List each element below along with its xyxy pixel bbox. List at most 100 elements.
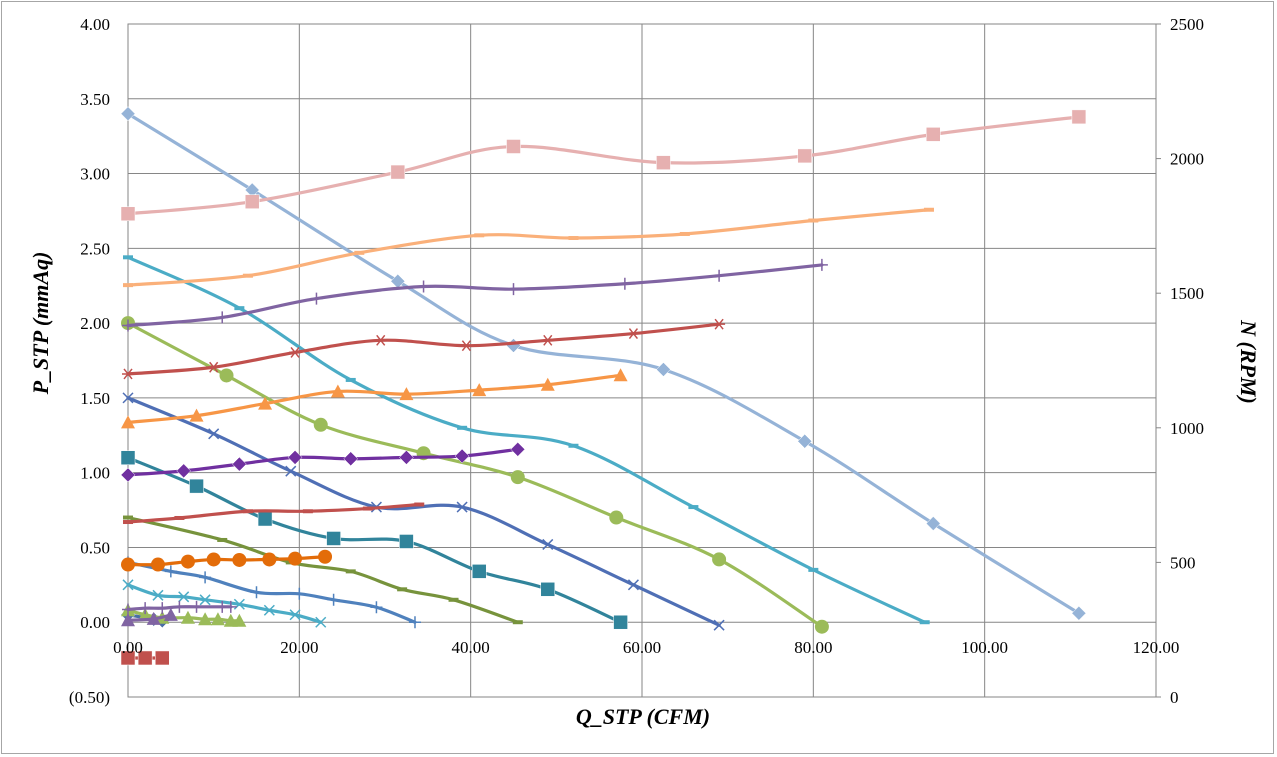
x-tick-label: 40.00 — [452, 638, 490, 657]
data-point — [232, 552, 247, 567]
series-line — [126, 208, 931, 287]
data-point — [178, 591, 190, 603]
y-tick-label: 3.50 — [80, 90, 110, 109]
data-point — [540, 377, 555, 391]
data-point — [814, 619, 829, 634]
data-point — [287, 450, 303, 465]
data-point — [327, 593, 340, 606]
data-point — [456, 501, 468, 513]
x-tick-label: 20.00 — [280, 638, 318, 657]
data-point — [285, 465, 297, 477]
y-tick-label: 2.00 — [80, 314, 110, 333]
x-tick-label: 60.00 — [623, 638, 661, 657]
data-point — [374, 334, 387, 346]
series-5 — [120, 450, 628, 630]
series-line — [126, 373, 623, 425]
data-point — [224, 600, 237, 613]
data-point — [155, 650, 170, 666]
data-point — [244, 194, 260, 209]
data-point — [318, 549, 333, 564]
data-point — [258, 396, 273, 410]
y-tick-label: 1.00 — [80, 464, 110, 483]
series-line — [126, 321, 824, 629]
data-point — [313, 417, 328, 432]
data-point — [207, 361, 220, 373]
data-point — [232, 613, 247, 627]
y2-tick-label: 1000 — [1170, 419, 1204, 438]
data-point — [390, 273, 406, 289]
data-point — [121, 613, 135, 627]
y2-tick-label: 0 — [1170, 688, 1179, 707]
x-tick-label: 120.00 — [1133, 638, 1180, 657]
data-point — [289, 609, 301, 621]
data-point — [926, 127, 941, 142]
series-8 — [123, 255, 930, 625]
y2-tick-label: 2000 — [1170, 150, 1204, 169]
data-point — [507, 283, 520, 296]
series-12 — [121, 607, 178, 627]
tick-labels: (0.50) 0.00 0.50 1.00 1.50 2.00 2.50 3.00 3.50 4.… — [69, 15, 1204, 707]
series-18 — [122, 258, 828, 332]
data-point — [122, 319, 134, 332]
y-tick-label: 1.50 — [80, 389, 110, 408]
y2-tick-label: 500 — [1170, 553, 1196, 572]
data-point — [122, 392, 134, 404]
data-point — [216, 311, 229, 324]
series-17 — [122, 318, 726, 380]
y-tick-label: 0.00 — [80, 613, 110, 632]
data-point — [506, 139, 521, 154]
series-line — [126, 112, 1081, 615]
y-tick-label: 2.50 — [80, 239, 110, 258]
data-point — [797, 148, 813, 164]
data-point — [122, 368, 134, 380]
series-line — [126, 322, 721, 376]
series-line — [126, 396, 721, 627]
data-point — [330, 384, 345, 398]
data-point — [925, 516, 941, 531]
data-point — [656, 155, 671, 170]
data-point — [712, 552, 727, 567]
series-7 — [121, 316, 829, 634]
data-point — [163, 607, 178, 621]
data-point — [232, 456, 247, 472]
data-point — [399, 387, 414, 401]
data-point — [139, 602, 152, 615]
data-point — [250, 586, 263, 599]
data-point — [540, 582, 556, 597]
series-line — [126, 263, 824, 328]
data-point — [343, 451, 359, 467]
y-axis-title: P_STP (mmAq) — [28, 252, 53, 396]
y-tick-label: (0.50) — [69, 688, 110, 707]
data-point — [176, 463, 192, 479]
data-point — [713, 619, 725, 631]
data-point — [713, 318, 726, 330]
data-point — [189, 408, 204, 422]
series-15 — [120, 441, 526, 483]
y2-tick-label: 1500 — [1170, 284, 1204, 303]
data-point — [164, 565, 177, 578]
data-point — [180, 610, 195, 624]
data-point — [257, 511, 273, 527]
data-point — [326, 531, 341, 546]
data-point — [618, 277, 631, 290]
series-line — [126, 502, 421, 524]
data-point — [506, 338, 521, 353]
series-13 — [122, 600, 237, 616]
data-point — [310, 292, 323, 305]
data-point — [122, 579, 134, 591]
gridlines — [127, 23, 1161, 698]
data-point — [390, 164, 406, 180]
data-point — [199, 594, 211, 606]
data-point — [120, 106, 136, 122]
series-9 — [120, 106, 1087, 621]
x-tick-label: 80.00 — [794, 638, 832, 657]
data-point — [471, 564, 487, 579]
data-point — [180, 554, 195, 569]
data-point — [293, 587, 306, 600]
data-point — [190, 600, 203, 613]
data-point — [263, 604, 275, 616]
data-point — [656, 362, 671, 377]
series-4 — [123, 515, 523, 625]
